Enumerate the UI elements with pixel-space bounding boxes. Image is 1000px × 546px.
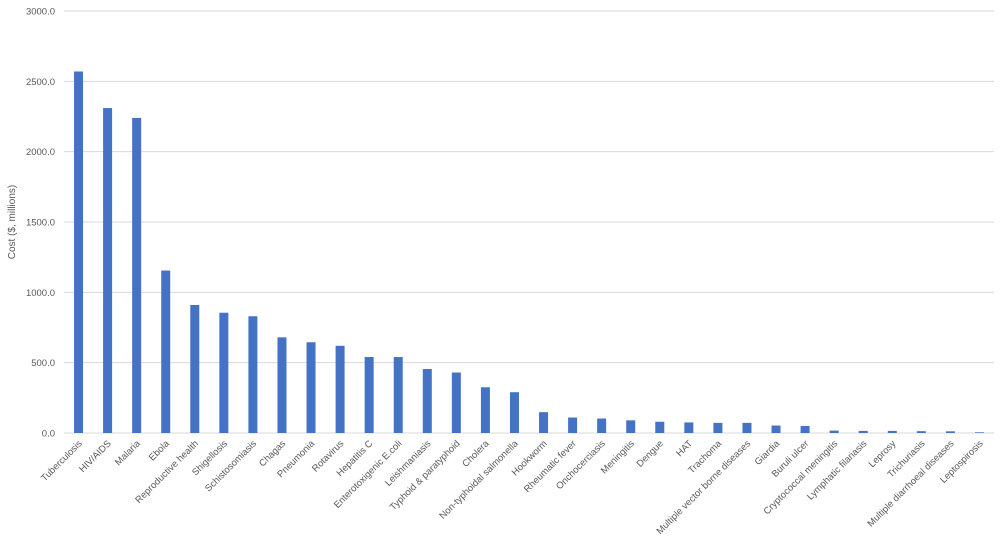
bar: [568, 417, 578, 433]
bar: [684, 422, 694, 433]
bar: [713, 422, 723, 433]
bar: [364, 357, 374, 433]
bar: [771, 425, 781, 433]
bar: [451, 372, 461, 433]
gridlines: [64, 10, 994, 434]
y-axis-title: Cost ($, millions): [7, 185, 18, 259]
bar: [916, 431, 926, 433]
x-tick-label: Malaria: [113, 438, 143, 468]
y-tick-label: 0.0: [42, 429, 55, 440]
y-tick-label: 2500.0: [26, 77, 55, 88]
bar: [858, 430, 868, 433]
bar: [974, 432, 984, 433]
bar: [161, 270, 171, 433]
bar: [655, 421, 665, 433]
bar: [945, 431, 955, 433]
bar: [422, 368, 432, 433]
bar: [190, 304, 200, 433]
bar: [248, 316, 258, 433]
bar: [306, 342, 316, 433]
y-tick-label: 1000.0: [26, 288, 55, 299]
bar: [393, 357, 403, 433]
x-tick-label: Dengue: [635, 438, 666, 469]
bar: [132, 117, 142, 433]
bar: [742, 422, 752, 433]
bar: [277, 337, 287, 433]
bar: [103, 108, 113, 433]
bar: [74, 71, 84, 433]
bar: [597, 418, 607, 433]
x-tick-label: Tuberculosis: [39, 438, 85, 484]
x-tick-label: Schistosomiasis: [203, 438, 259, 494]
bar: [887, 430, 897, 433]
bar: [626, 420, 636, 433]
bar: [539, 412, 549, 433]
bar: [335, 345, 345, 433]
x-tick-label: HAT: [674, 438, 695, 459]
y-axis-ticks: 0.0 500.0 1000.0 1500.0 2000.0 2500.0 3000.0: [26, 7, 55, 440]
x-tick-label: Rheumatic fever: [522, 438, 579, 495]
y-tick-label: 1500.0: [26, 218, 55, 229]
y-tick-label: 2000.0: [26, 147, 55, 158]
y-tick-label: 500.0: [31, 358, 55, 369]
bar: [219, 312, 229, 433]
bar: [800, 425, 810, 433]
x-tick-label: Ebola: [147, 438, 172, 463]
bar: [509, 392, 519, 433]
x-tick-label: HIV/AIDS: [77, 438, 114, 475]
bar: [480, 387, 490, 433]
y-tick-label: 3000.0: [26, 7, 55, 18]
bars: [74, 71, 984, 433]
bar: [829, 430, 839, 433]
